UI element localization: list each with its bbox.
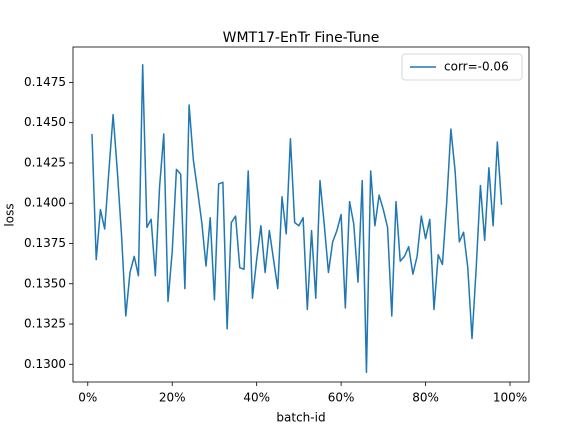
y-axis-label: loss <box>3 203 17 226</box>
x-tick-label: 0% <box>78 391 97 405</box>
y-tick-label: 0.1425 <box>24 155 66 169</box>
y-tick-label: 0.1475 <box>24 75 66 89</box>
line-series <box>91 63 503 374</box>
y-tick-label: 0.1325 <box>24 317 66 331</box>
legend-box <box>401 53 523 81</box>
y-tick-label: 0.1300 <box>24 357 66 371</box>
x-tick-label: 80% <box>412 391 439 405</box>
y-tick-label: 0.1375 <box>24 236 66 250</box>
x-tick-label: 60% <box>328 391 355 405</box>
x-axis-label: batch-id <box>276 411 325 425</box>
x-tick-label: 20% <box>159 391 186 405</box>
chart-title: WMT17-EnTr Fine-Tune <box>223 30 380 46</box>
y-tick-label: 0.1450 <box>24 115 66 129</box>
y-tick-label: 0.1400 <box>24 196 66 210</box>
plot-frame <box>72 46 530 383</box>
x-tick-label: 100% <box>493 391 527 405</box>
legend-label: corr=-0.06 <box>444 60 509 74</box>
x-tick-label: 40% <box>243 391 270 405</box>
y-tick-label: 0.1350 <box>24 276 66 290</box>
